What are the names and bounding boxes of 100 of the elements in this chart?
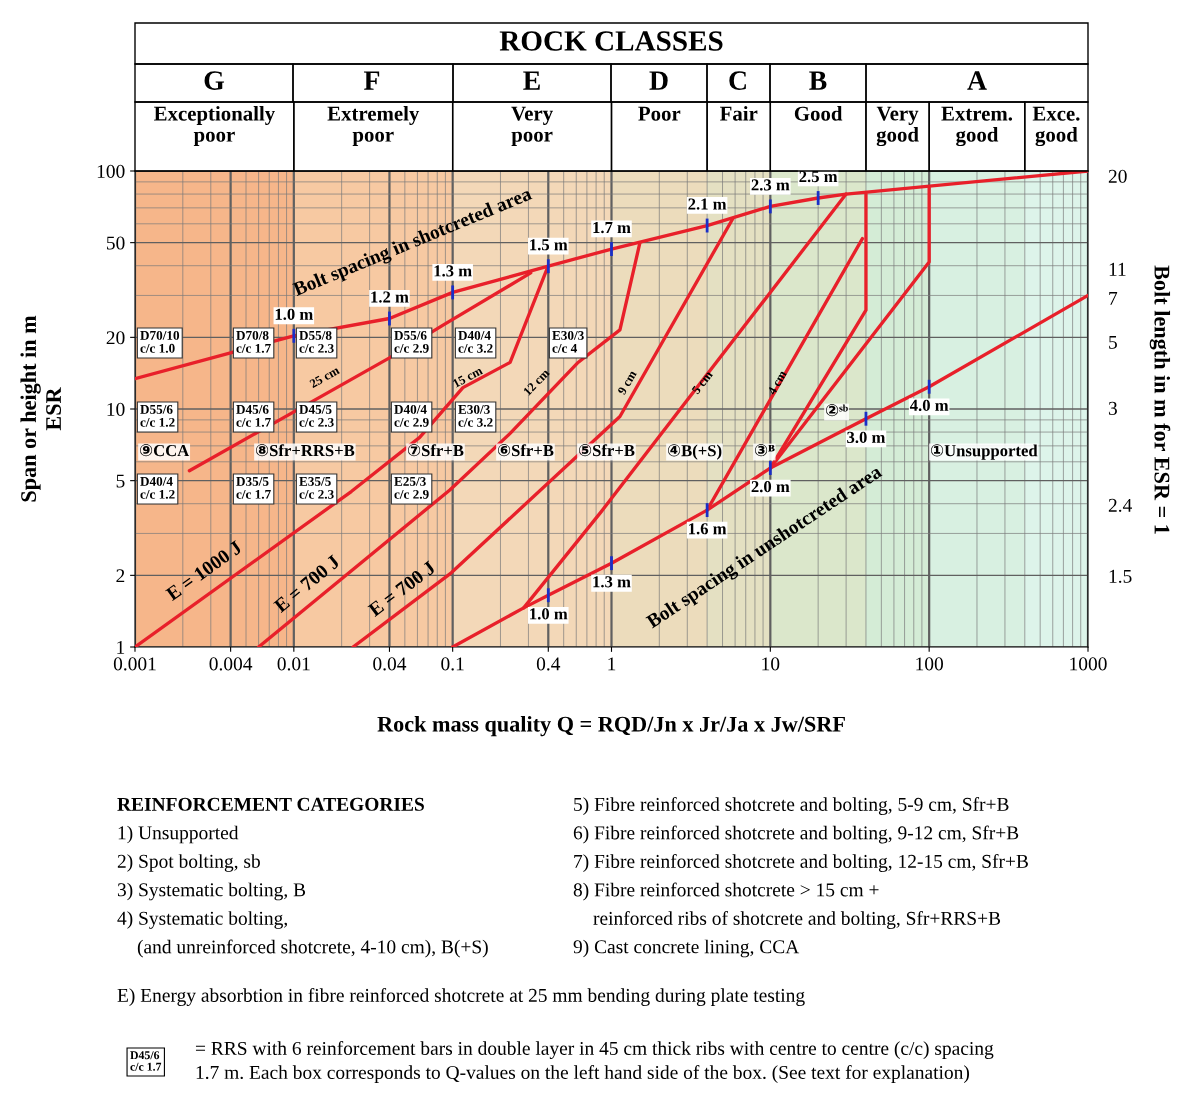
annotation: 25 cm — [309, 365, 341, 389]
annotation: ⑥Sfr+B — [497, 444, 554, 457]
annotation: E30/3 c/c 3.2 — [458, 404, 493, 427]
y-tick-label: 20 — [106, 331, 125, 345]
text: 5 — [1109, 335, 1117, 349]
annotation: 3.0 m — [847, 431, 886, 444]
text: 2.4 — [1108, 498, 1132, 512]
annotation: D40/4 c/c 3.2 — [458, 330, 493, 353]
x-tick-label: 0.1 — [441, 657, 464, 671]
text: 1) Unsupported — [118, 825, 239, 844]
annotation: 1.7 m — [593, 221, 631, 234]
band-label: Fair — [720, 106, 758, 121]
annotation: ②ˢᵇ — [825, 404, 848, 417]
y-tick-label: 100 — [97, 164, 125, 178]
annotation: 2.5 m — [799, 170, 838, 183]
text: G — [204, 71, 225, 90]
text: D45/6 c/c 1.7 — [130, 1051, 162, 1071]
text: 7 — [1109, 291, 1118, 305]
text: 3 — [1108, 401, 1117, 415]
y-tick-label: 5 — [116, 474, 125, 488]
text: REINFORCEMENT CATEGORIES — [117, 797, 424, 811]
annotation: E30/3 c/c 4 — [552, 330, 584, 353]
band-label: Good — [794, 106, 843, 121]
text: C — [729, 71, 746, 90]
annotation: 1.3 m — [593, 576, 631, 588]
annotation: E35/5 c/c 2.3 — [299, 477, 334, 499]
annotation: D70/10 c/c 1.0 — [140, 330, 180, 353]
annotation: ④B(+S) — [667, 444, 722, 460]
annotation: D55/6 c/c 1.2 — [140, 404, 175, 427]
annotation: 9 cm — [617, 369, 637, 396]
x-tick-label: 1000 — [1070, 657, 1107, 671]
text: E — [523, 71, 540, 90]
annotation: E = 700 J — [367, 560, 437, 618]
text: A — [967, 71, 987, 90]
annotation: 4.0 m — [909, 399, 949, 412]
x-tick-label: 0.004 — [209, 657, 253, 671]
text: B — [809, 71, 827, 90]
band-label: Extrem. good — [941, 106, 1013, 147]
text: = RRS with 6 reinforcement bars in double layer in 45 cm thick ribs with centre to centre (c/c) spacing 1.7 m. Each box corresponds to Q-values on the left hand side of the box. (See text for explanation) — [195, 1041, 994, 1083]
annotation: 12 cm — [522, 368, 551, 396]
y-axis-title: Span or height in m ESR — [20, 315, 62, 502]
x-axis-title: Rock mass quality Q = RQD/Jn x Jr/Ja x Jw/SRF — [377, 716, 845, 737]
x-tick-label: 0.04 — [373, 657, 407, 671]
annotation: D45/5 c/c 2.3 — [299, 405, 334, 427]
annotation: D35/5 c/c 1.7 — [236, 477, 271, 499]
x-tick-label: 1 — [608, 657, 616, 671]
annotation: ⑦Sfr+B — [407, 444, 464, 457]
annotation: D40/4 c/c 2.9 — [394, 404, 429, 427]
annotation: 1.2 m — [371, 291, 409, 303]
x-tick-label: 100 — [916, 657, 944, 671]
annotation: 1.6 m — [689, 523, 727, 535]
text: 1.5 — [1109, 569, 1132, 583]
text: (and unreinforced shotcrete, 4-10 cm), B(+S) — [137, 939, 488, 958]
annotation: 1.3 m — [434, 265, 472, 277]
x-tick-label: 0.4 — [536, 657, 561, 671]
text: 7) Fibre reinforced shotcrete and bolting, 12-15 cm, Sfr+B — [574, 854, 1028, 872]
y-tick-label: 2 — [116, 569, 125, 583]
x-tick-label: 0.001 — [113, 657, 156, 671]
annotation: 2.3 m — [751, 179, 790, 191]
x-tick-label: 10 — [762, 657, 780, 671]
text: 11 — [1109, 262, 1126, 276]
x-tick-label: 0.01 — [277, 657, 310, 671]
annotation: ⑧Sfr+RRS+B — [255, 444, 355, 457]
annotation: D55/8 c/c 2.3 — [299, 330, 334, 353]
annotation: 2.1 m — [688, 198, 727, 210]
chart-title: ROCK CLASSES — [499, 31, 723, 51]
band-label: Poor — [638, 106, 681, 121]
annotation: ①Unsupported — [930, 444, 1038, 460]
band-label: Exceptionally poor — [154, 106, 275, 147]
annotation: 1.5 m — [530, 239, 568, 251]
text: 2) Spot bolting, sb — [117, 854, 260, 872]
text: reinforced ribs of shotcrete and bolting, Sfr+RRS+B — [593, 911, 1001, 929]
annotation: D40/4 c/c 1.2 — [140, 476, 175, 499]
annotation: E = 700 J — [273, 554, 341, 614]
annotation: D55/6 c/c 2.9 — [394, 330, 429, 353]
band-label: Very good — [876, 106, 919, 147]
text: 20 — [1108, 169, 1127, 183]
text: 8) Fibre reinforced shotcrete > 15 cm + — [573, 882, 879, 901]
text: 9) Cast concrete lining, CCA — [573, 939, 800, 958]
annotation: D45/6 c/c 1.7 — [236, 404, 271, 427]
annotation: D70/8 c/c 1.7 — [236, 330, 271, 353]
annotation: 1.0 m — [530, 608, 568, 620]
annotation: ⑤Sfr+B — [578, 444, 635, 457]
y2-axis-title: Bolt length in m for ESR = 1 — [1149, 265, 1171, 534]
text: 4) Systematic bolting, — [117, 911, 287, 929]
band-label: Extremely poor — [327, 106, 420, 147]
y-tick-label: 50 — [106, 236, 125, 250]
y-tick-label: 10 — [107, 402, 125, 416]
y-tick-label: 1 — [117, 640, 125, 654]
annotation: 15 cm — [452, 366, 484, 388]
band-label: Exce. good — [1032, 106, 1080, 147]
annotation: 4 cm — [767, 369, 787, 396]
annotation: 1.0 m — [275, 308, 313, 320]
text: 3) Systematic bolting, B — [117, 882, 306, 901]
text: E) Energy absorbtion in fibre reinforced shotcrete at 25 mm bending during plate testing — [117, 988, 805, 1006]
annotation: E = 1000 J — [165, 540, 243, 602]
annotation: ③ᴮ — [754, 444, 775, 457]
annotation: E25/3 c/c 2.9 — [394, 477, 429, 499]
text: D — [649, 71, 668, 90]
text: 6) Fibre reinforced shotcrete and bolting, 9-12 cm, Sfr+B — [573, 825, 1019, 844]
